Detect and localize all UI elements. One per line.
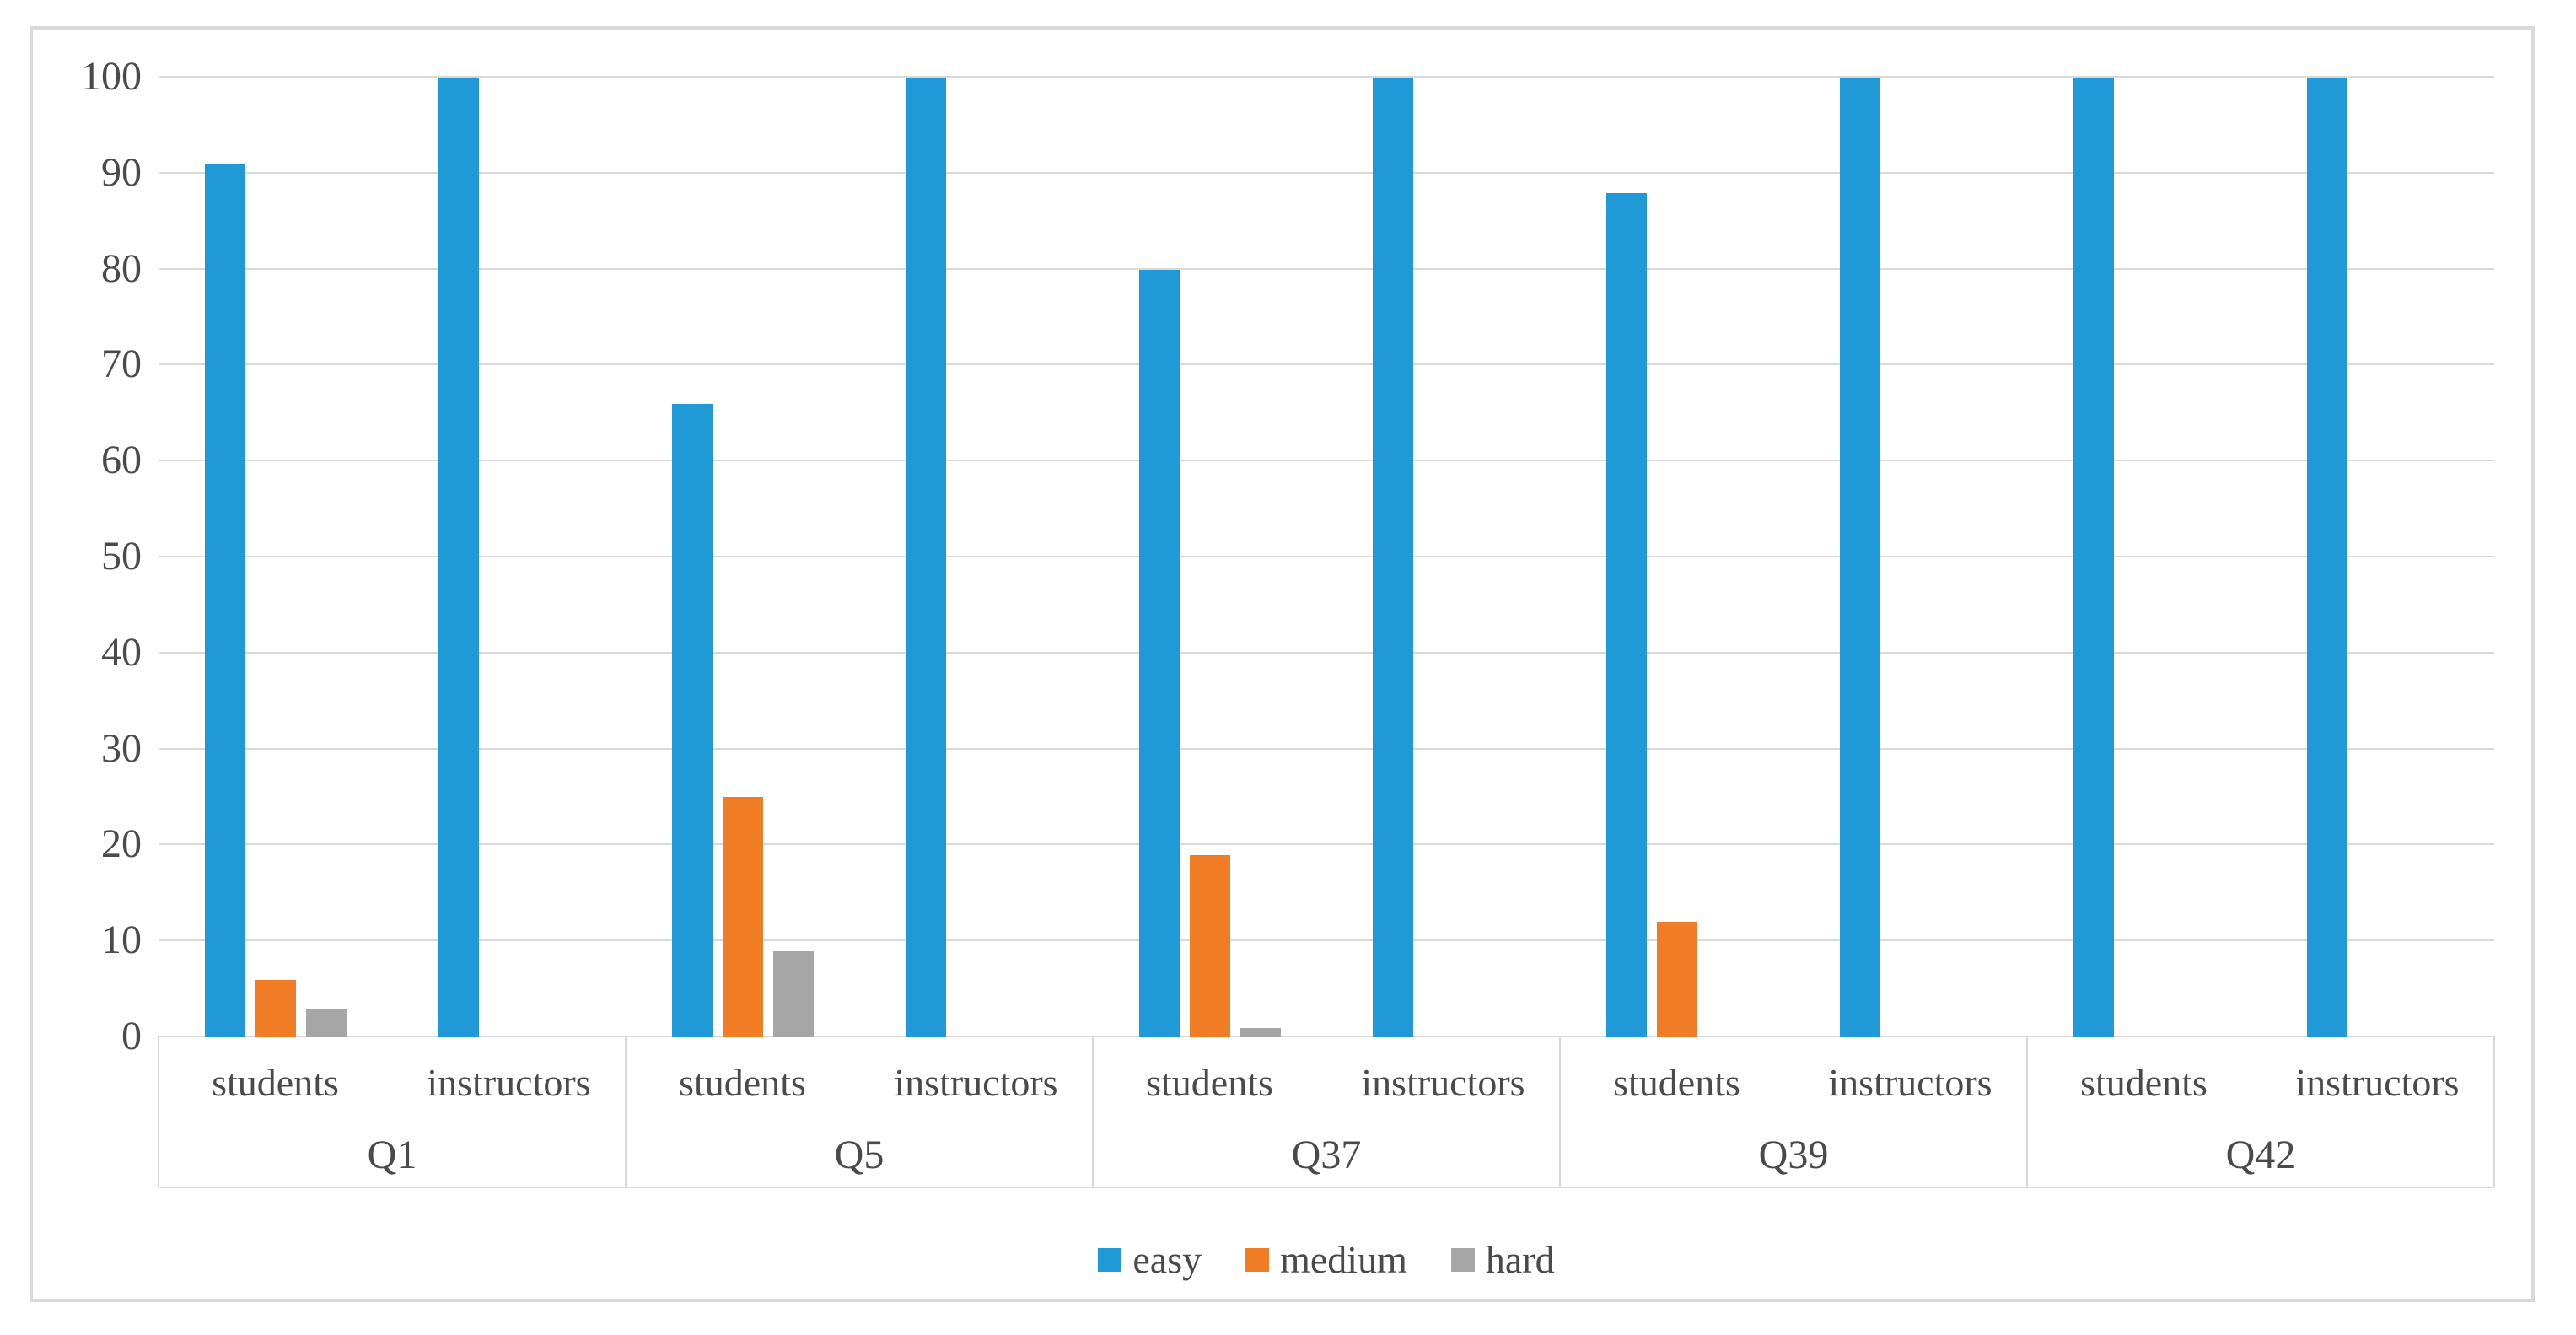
bar-hard-Q37-students <box>1240 1028 1281 1037</box>
bar-easy-Q39-students <box>1605 193 1647 1037</box>
category-group-separator <box>1092 1036 1094 1187</box>
subgroup-label-Q1-instructors: instructors <box>427 1061 591 1104</box>
gridline-80 <box>159 267 2494 270</box>
subgroup-label-Q5-students: students <box>679 1061 806 1104</box>
gridline-90 <box>159 171 2494 174</box>
category-group-separator <box>625 1036 627 1187</box>
y-tick-label-80: 80 <box>101 245 142 291</box>
bar-easy-Q42-students <box>2073 78 2114 1037</box>
y-tick-label-90: 90 <box>101 149 142 195</box>
y-tick-label-40: 40 <box>101 629 142 675</box>
bar-easy-Q37-students <box>1138 270 1180 1037</box>
subgroup-label-Q39-students: students <box>1613 1061 1740 1104</box>
bar-easy-Q1-instructors <box>438 78 479 1037</box>
category-axis-bottom-line <box>159 1187 2494 1188</box>
subgroup-label-Q42-students: students <box>2080 1061 2208 1104</box>
bar-hard-Q5-students <box>772 951 814 1037</box>
group-label-Q42: Q42 <box>2225 1133 2296 1177</box>
group-label-Q39: Q39 <box>1758 1133 1829 1177</box>
gridline-50 <box>159 556 2494 557</box>
bar-hard-Q1-students <box>305 1009 347 1037</box>
gridline-100 <box>159 76 2494 78</box>
group-label-Q5: Q5 <box>834 1133 885 1177</box>
legend-label-easy: easy <box>1132 1238 1202 1281</box>
gridline-20 <box>159 843 2494 846</box>
category-group-separator <box>1559 1036 1561 1187</box>
x-axis-line <box>159 1036 2494 1037</box>
y-tick-label-70: 70 <box>101 342 142 387</box>
legend-swatch-easy-icon <box>1098 1248 1122 1272</box>
subgroup-label-Q42-instructors: instructors <box>2295 1061 2460 1104</box>
group-label-Q37: Q37 <box>1291 1133 1362 1177</box>
gridline-70 <box>159 363 2494 366</box>
bar-easy-Q42-instructors <box>2306 78 2347 1037</box>
legend-label-medium: medium <box>1280 1238 1407 1281</box>
group-label-Q1: Q1 <box>367 1133 417 1177</box>
bar-easy-Q5-instructors <box>905 78 946 1037</box>
y-tick-label-0: 0 <box>121 1014 142 1058</box>
y-tick-label-60: 60 <box>101 438 142 483</box>
bar-medium-Q37-students <box>1189 855 1230 1037</box>
legend-item-hard: hard <box>1450 1233 1555 1287</box>
subgroup-label-Q1-students: students <box>212 1061 339 1104</box>
y-tick-label-10: 10 <box>101 918 142 963</box>
gridline-10 <box>159 939 2494 942</box>
bar-medium-Q1-students <box>255 980 296 1037</box>
legend-label-hard: hard <box>1485 1238 1555 1281</box>
gridline-60 <box>159 460 2494 462</box>
legend: easy medium hard <box>159 1233 2494 1287</box>
bar-medium-Q39-students <box>1656 922 1697 1037</box>
y-tick-label-100: 100 <box>81 54 142 99</box>
category-group-separator <box>158 1036 159 1187</box>
y-tick-label-50: 50 <box>101 534 142 579</box>
category-group-separator <box>2026 1036 2028 1187</box>
y-tick-label-30: 30 <box>101 725 142 771</box>
subgroup-label-Q39-instructors: instructors <box>1828 1061 1993 1104</box>
subgroup-label-Q37-instructors: instructors <box>1361 1061 1525 1104</box>
legend-item-medium: medium <box>1245 1233 1407 1287</box>
y-tick-label-20: 20 <box>101 821 142 867</box>
gridline-40 <box>159 651 2494 654</box>
bar-easy-Q5-students <box>671 404 713 1037</box>
subgroup-label-Q5-instructors: instructors <box>894 1061 1058 1104</box>
category-group-separator <box>2493 1036 2495 1187</box>
bar-easy-Q37-instructors <box>1372 78 1413 1037</box>
gridline-30 <box>159 747 2494 750</box>
legend-swatch-hard-icon <box>1450 1248 1475 1272</box>
subgroup-label-Q37-students: students <box>1146 1061 1273 1104</box>
bar-easy-Q39-instructors <box>1839 78 1880 1037</box>
chart-frame <box>30 26 2535 1302</box>
bar-medium-Q5-students <box>722 797 763 1037</box>
legend-swatch-medium-icon <box>1245 1248 1270 1272</box>
legend-item-easy: easy <box>1098 1233 1202 1287</box>
bar-easy-Q1-students <box>204 164 245 1037</box>
